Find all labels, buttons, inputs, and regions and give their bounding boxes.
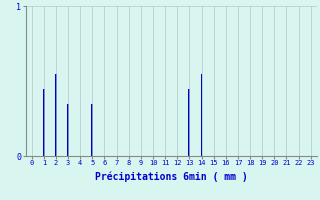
Bar <box>43 88 45 156</box>
Bar <box>55 73 57 156</box>
Bar <box>201 73 203 156</box>
Bar <box>188 88 190 156</box>
Bar <box>92 104 93 156</box>
Bar <box>67 104 69 156</box>
X-axis label: Précipitations 6min ( mm ): Précipitations 6min ( mm ) <box>95 172 248 182</box>
